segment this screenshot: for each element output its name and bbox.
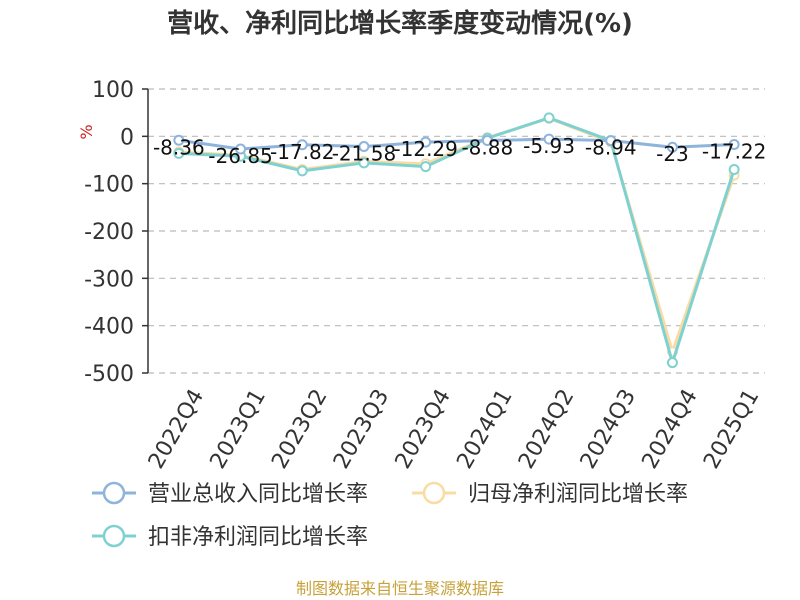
legend-label: 营业总收入同比增长率 [148,482,368,507]
x-tick-label: 2023Q1 [206,385,271,473]
series-point [296,139,308,151]
series-point [235,143,247,155]
data-label: -23 [656,142,689,166]
data-label: -17.22 [702,139,766,163]
series-point [173,147,185,159]
x-tick-labels: 2022Q42023Q12023Q22023Q32023Q42024Q12024… [144,385,765,473]
series-point [173,134,185,146]
y-tick-label: -500 [84,362,134,387]
series-point [296,165,308,177]
data-labels: -8.36 -26.85-17.82-21.58-12.29 -8.88 -5.93-… [153,134,766,168]
x-tick-label: 2024Q2 [514,385,579,473]
series-point [420,161,432,173]
series-point [605,135,617,147]
data-label: -8.36 [153,135,205,159]
series-line [178,116,736,368]
x-tick-label: 2024Q4 [638,385,703,473]
legend-swatch-marker [102,481,126,505]
chart-title: 营收、净利同比增长率季度变动情况(%) [167,8,633,39]
series-point [543,112,555,124]
series-point [481,135,493,147]
data-label: -8.88 [461,136,513,160]
legend-label: 扣非净利润同比增长率 [148,525,368,550]
data-label: -12.29 [393,137,457,161]
data-label: -17.82 [270,140,334,164]
legend-label: 归母净利润同比增长率 [468,482,688,507]
series-point [666,141,678,153]
y-tick-label: 0 [120,125,134,150]
data-label: -8.94 [585,136,637,160]
x-tick-label: 2025Q1 [699,385,764,473]
series-point [728,138,740,150]
legend-swatch-marker [102,524,126,548]
series-point [420,136,432,148]
x-tick-label: 2023Q4 [391,385,456,473]
y-tick-label: -300 [84,267,134,292]
x-tick-label: 2024Q3 [576,385,641,473]
x-tick-label: 2022Q4 [144,385,209,473]
y-axis-label: % [77,124,96,139]
series-lines [173,112,740,369]
data-label: -5.93 [523,134,575,158]
axes [142,88,149,374]
gridlines [148,88,765,374]
source-note: 制图数据来自恒生聚源数据库 [296,579,504,598]
y-tick-label: 100 [92,78,134,103]
x-tick-label: 2023Q2 [267,385,332,473]
legend-swatch-marker [422,481,446,505]
series-line [178,137,735,151]
y-tick-label: -100 [84,173,134,198]
series-point [543,133,555,145]
x-tick-label: 2024Q1 [452,385,517,473]
y-tick-labels: 100 0 -100 -200 -300 -400 -500 [84,78,134,387]
x-tick-label: 2023Q3 [329,385,394,473]
series-point [358,157,370,169]
data-label: -21.58 [332,142,396,166]
y-tick-label: -200 [84,220,134,245]
series-point [666,357,678,369]
series-point [728,163,740,175]
data-label: -26.85 [208,144,272,168]
y-tick-label: -400 [84,315,134,340]
series-point [358,141,370,153]
